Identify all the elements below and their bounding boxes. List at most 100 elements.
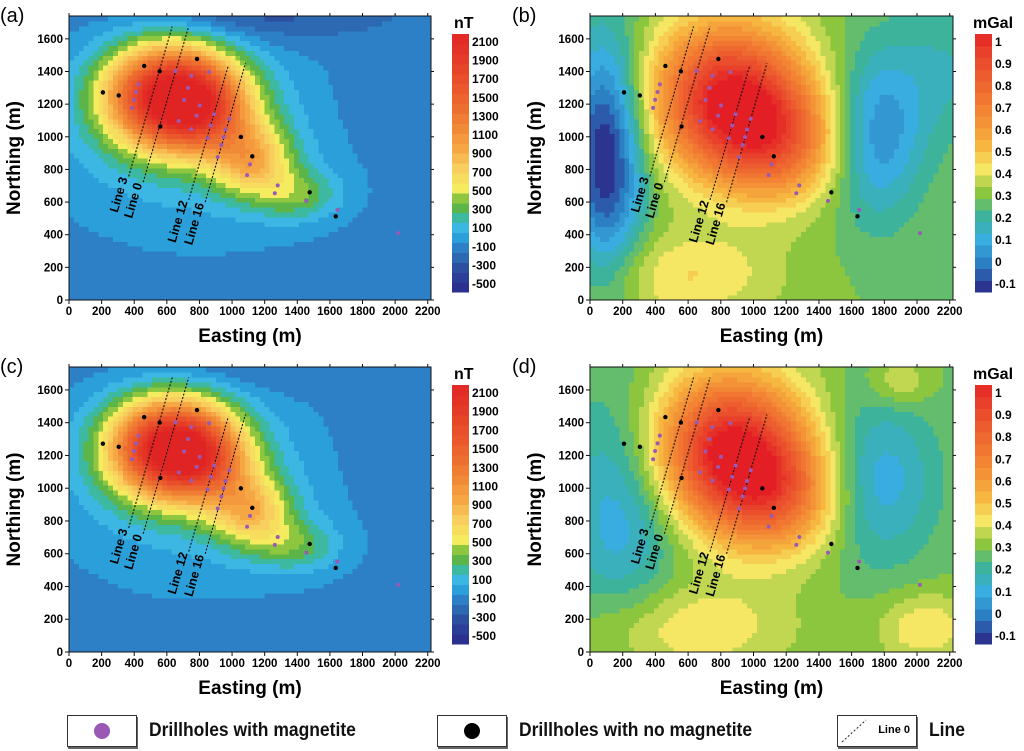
heatmap-cell [328, 113, 334, 120]
heatmap-cell [411, 187, 417, 193]
heatmap-cell [386, 109, 393, 115]
heatmap-cell [240, 177, 246, 184]
heatmap-cell [629, 133, 635, 140]
heatmap-cell [323, 30, 329, 37]
heatmap-cell [259, 55, 266, 61]
heatmap-cell [73, 246, 80, 252]
heatmap-cell [614, 251, 621, 257]
heatmap-cell [73, 241, 80, 247]
heatmap-cell [264, 89, 271, 95]
heatmap-cell [313, 260, 320, 267]
heatmap-cell [362, 251, 369, 257]
heatmap-cell [113, 197, 119, 203]
heatmap-cell [396, 241, 403, 247]
heatmap-cell [186, 94, 192, 100]
heatmap-cell [205, 246, 212, 252]
heatmap-cell [298, 25, 305, 32]
heatmap-cell [342, 113, 349, 120]
heatmap-cell [201, 295, 207, 301]
heatmap-cell [629, 221, 635, 228]
heatmap-cell [264, 35, 271, 42]
heatmap-cell [333, 255, 339, 262]
heatmap-cell [240, 246, 246, 252]
heatmap-cell [386, 104, 393, 110]
heatmap-cell [186, 285, 192, 291]
heatmap-cell [225, 50, 232, 56]
heatmap-cell [303, 74, 310, 81]
heatmap-cell [171, 236, 178, 242]
heatmap [69, 16, 432, 301]
heatmap-cell [117, 216, 124, 223]
heatmap-cell [78, 290, 85, 296]
heatmap-cell [294, 16, 300, 22]
heatmap-cell [599, 118, 606, 125]
heatmap-cell [132, 265, 139, 272]
heatmap-cell [98, 35, 104, 42]
heatmap-cell [274, 231, 280, 237]
heatmap-cell [264, 55, 271, 61]
heatmap-cell [599, 182, 606, 188]
heatmap-cell [338, 45, 344, 51]
colorbar-band [452, 232, 469, 243]
heatmap-cell [215, 260, 222, 267]
heatmap-cell [147, 84, 153, 91]
colorbar-band [452, 192, 469, 204]
heatmap-cell [117, 25, 124, 32]
heatmap-cell [88, 104, 95, 110]
heatmap-cell [372, 138, 378, 144]
heatmap-cell [634, 231, 640, 237]
heatmap-cell [240, 197, 246, 203]
heatmap-cell [362, 290, 369, 296]
heatmap-cell [152, 20, 158, 27]
heatmap-cell [377, 89, 383, 95]
heatmap-cell [73, 40, 80, 46]
heatmap-cell [147, 69, 153, 76]
heatmap-cell [352, 265, 359, 272]
heatmap-cell [117, 275, 124, 282]
heatmap-cell [289, 187, 295, 193]
heatmap-cell [113, 50, 119, 56]
heatmap-cell [357, 118, 364, 125]
heatmap-cell [382, 148, 388, 154]
heatmap-cell [83, 79, 90, 86]
heatmap-cell [176, 295, 183, 301]
heatmap-cell [69, 275, 75, 282]
heatmap-cell [426, 206, 432, 213]
heatmap-cell [294, 40, 300, 46]
drillhole-magnetite [245, 173, 250, 178]
heatmap-cell [279, 197, 285, 203]
heatmap-cell [279, 285, 285, 291]
heatmap-cell [191, 153, 197, 159]
heatmap-cell [201, 285, 207, 291]
heatmap-cell [289, 285, 295, 291]
heatmap-cell [614, 206, 621, 213]
heatmap-cell [235, 177, 241, 184]
heatmap-cell [73, 236, 80, 242]
heatmap-cell [590, 187, 596, 193]
heatmap-cell [240, 172, 246, 179]
heatmap-cell [181, 20, 188, 27]
heatmap-cell [590, 64, 596, 71]
heatmap-cell [250, 295, 256, 301]
heatmap-cell [122, 182, 129, 188]
heatmap-cell [377, 50, 383, 56]
heatmap-cell [391, 236, 398, 242]
heatmap-cell [137, 20, 143, 27]
heatmap-cell [103, 16, 109, 22]
heatmap-cell [401, 221, 408, 228]
heatmap-cell [318, 265, 324, 272]
heatmap-cell [147, 246, 153, 252]
heatmap-cell [294, 69, 300, 76]
heatmap-cell [599, 231, 606, 237]
heatmap-cell [604, 187, 611, 193]
heatmap-cell [308, 167, 315, 174]
heatmap-cell [629, 241, 635, 247]
heatmap-cell [240, 270, 246, 277]
heatmap-cell [196, 128, 202, 135]
heatmap-cell [599, 143, 606, 149]
heatmap-cell [279, 143, 285, 149]
heatmap-cell [69, 295, 75, 301]
heatmap-cell [396, 50, 403, 56]
heatmap-cell [421, 236, 427, 242]
heatmap-cell [83, 148, 90, 154]
